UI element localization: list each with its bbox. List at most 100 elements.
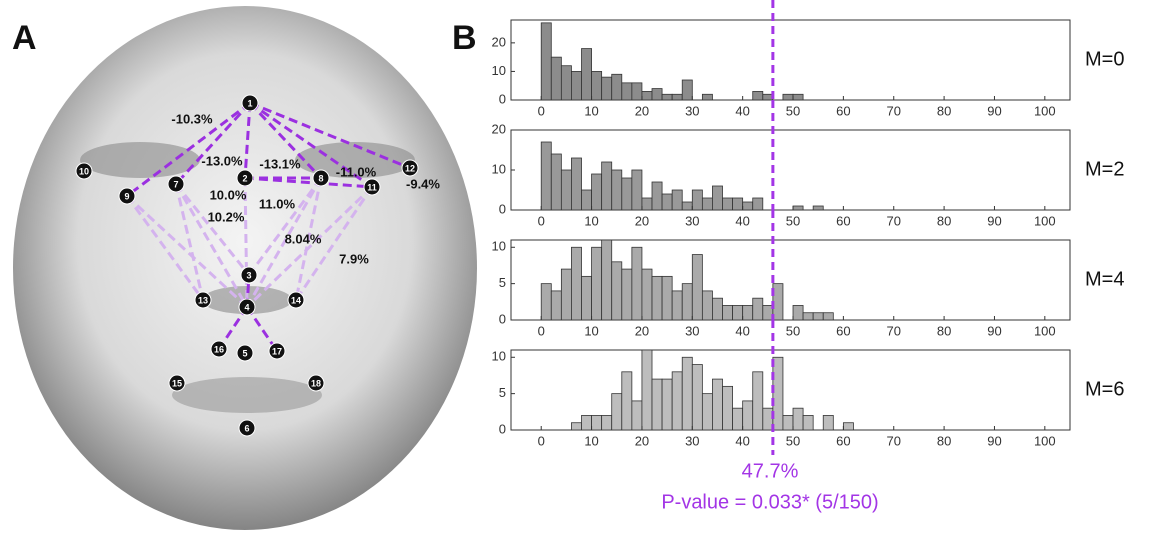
y-tick-label: 10 — [492, 349, 506, 364]
bar — [733, 305, 743, 320]
bar — [662, 276, 672, 320]
y-tick-label: 5 — [499, 385, 506, 400]
x-tick-label: 100 — [1034, 103, 1056, 118]
bar — [702, 291, 712, 320]
bar — [773, 357, 783, 430]
bar — [541, 284, 551, 320]
y-tick-label: 5 — [499, 275, 506, 290]
bar — [592, 174, 602, 210]
x-tick-label: 90 — [987, 103, 1001, 118]
percent-label: -10.3% — [171, 111, 213, 126]
bar — [602, 415, 612, 430]
percent-label: -13.0% — [201, 153, 243, 168]
bar — [783, 94, 793, 100]
landmark-label: 15 — [172, 378, 182, 388]
x-tick-label: 40 — [735, 433, 749, 448]
bar — [793, 305, 803, 320]
x-tick-label: 50 — [786, 103, 800, 118]
bar — [813, 206, 823, 210]
bar — [551, 154, 561, 210]
landmark-label: 14 — [291, 295, 301, 305]
bar — [561, 66, 571, 100]
panel-title: M=2 — [1085, 158, 1124, 180]
mouth — [172, 377, 322, 413]
bar — [561, 170, 571, 210]
y-tick-label: 0 — [499, 91, 506, 106]
bar — [733, 408, 743, 430]
bar — [622, 178, 632, 210]
bar — [642, 91, 652, 100]
percent-label: 8.04% — [285, 231, 322, 246]
percent-label: 10.2% — [208, 209, 245, 224]
x-tick-label: 90 — [987, 433, 1001, 448]
x-tick-label: 90 — [987, 323, 1001, 338]
panel-title: M=0 — [1085, 48, 1124, 70]
bar — [632, 170, 642, 210]
x-tick-label: 100 — [1034, 323, 1056, 338]
x-tick-label: 10 — [584, 323, 598, 338]
bar — [753, 298, 763, 320]
bar — [682, 357, 692, 430]
x-tick-label: 70 — [887, 323, 901, 338]
y-tick-label: 10 — [492, 161, 506, 176]
x-tick-label: 60 — [836, 433, 850, 448]
bar — [712, 186, 722, 210]
landmark-label: 5 — [242, 348, 247, 358]
bar — [712, 298, 722, 320]
x-tick-label: 60 — [836, 103, 850, 118]
landmark-label: 4 — [244, 302, 249, 312]
bar — [743, 401, 753, 430]
panel-title: M=6 — [1085, 378, 1124, 400]
percent-label: 10.0% — [210, 187, 247, 202]
bar — [723, 386, 733, 430]
x-tick-label: 50 — [786, 433, 800, 448]
bar — [551, 291, 561, 320]
annotation-p-value: P-value = 0.033* (5/150) — [661, 491, 878, 513]
bar — [793, 206, 803, 210]
bar — [622, 83, 632, 100]
x-tick-label: 10 — [584, 213, 598, 228]
bar — [672, 94, 682, 100]
x-tick-label: 20 — [635, 213, 649, 228]
bar — [582, 49, 592, 100]
bar — [571, 71, 581, 100]
panel-title: M=4 — [1085, 268, 1124, 290]
landmark-label: 1 — [247, 98, 252, 108]
x-tick-label: 80 — [937, 103, 951, 118]
landmark-label: 18 — [311, 378, 321, 388]
panel-label: A — [12, 19, 37, 57]
x-tick-label: 50 — [786, 213, 800, 228]
bar — [622, 372, 632, 430]
bar — [723, 305, 733, 320]
x-tick-label: 50 — [786, 323, 800, 338]
landmark-label: 7 — [173, 179, 178, 189]
bar — [652, 276, 662, 320]
x-tick-label: 10 — [584, 103, 598, 118]
bar — [692, 190, 702, 210]
landmark-label: 3 — [246, 270, 251, 280]
x-tick-label: 20 — [635, 433, 649, 448]
bar — [763, 408, 773, 430]
x-tick-label: 100 — [1034, 433, 1056, 448]
bar — [712, 379, 722, 430]
landmark-label: 8 — [318, 173, 323, 183]
bar — [541, 142, 551, 210]
bar — [652, 89, 662, 100]
percent-label: -11.0% — [336, 164, 377, 179]
x-tick-label: 20 — [635, 103, 649, 118]
bar — [692, 255, 702, 320]
bar — [682, 284, 692, 320]
x-tick-label: 70 — [887, 433, 901, 448]
bar — [733, 198, 743, 210]
bar — [652, 379, 662, 430]
landmark-label: 11 — [367, 182, 377, 192]
bar — [823, 415, 833, 430]
percent-label: 11.0% — [259, 196, 296, 211]
landmark-label: 6 — [244, 423, 249, 433]
bar — [682, 202, 692, 210]
bar — [571, 423, 581, 430]
x-tick-label: 60 — [836, 323, 850, 338]
x-tick-label: 10 — [584, 433, 598, 448]
x-tick-label: 30 — [685, 323, 699, 338]
